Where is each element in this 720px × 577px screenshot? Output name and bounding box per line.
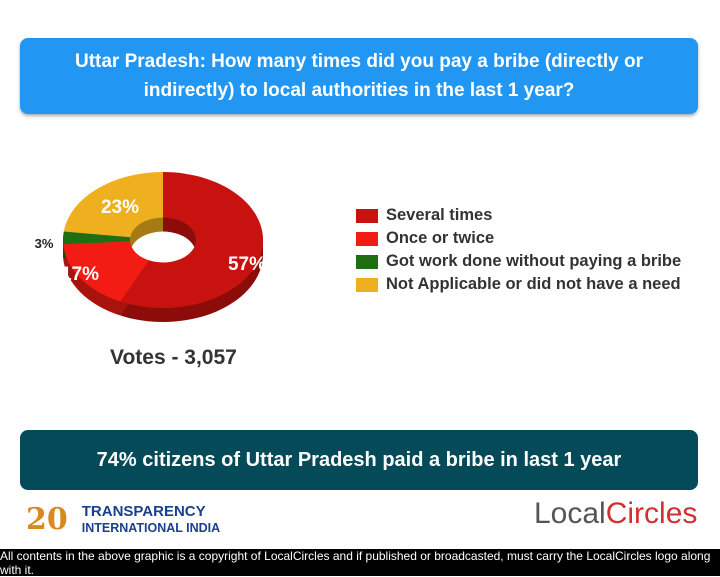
slice	[120, 172, 263, 308]
localcircles-logo: LocalCircles	[534, 497, 698, 530]
legend-item: Got work done without paying a bribe	[356, 250, 681, 273]
slice	[63, 231, 131, 245]
legend-item: Once or twice	[356, 227, 681, 250]
legend: Several times Once or twice Got work don…	[356, 204, 681, 296]
data-label: 17%	[61, 264, 99, 285]
votes-count: Votes - 3,057	[110, 346, 237, 369]
legend-swatch	[356, 231, 378, 246]
slice	[63, 172, 163, 238]
legend-swatch	[356, 208, 378, 223]
data-label: 23%	[101, 197, 139, 218]
copyright-footer: All contents in the above graphic is a c…	[0, 549, 720, 577]
donut-chart: 57% 17% 3% 23%	[35, 172, 266, 322]
data-label: 57%	[228, 254, 266, 275]
question-title: Uttar Pradesh: How many times did you pa…	[20, 38, 698, 114]
legend-swatch	[356, 277, 378, 292]
legend-swatch	[356, 254, 378, 269]
transparency-international-logo: 20 TRANSPARENCY INTERNATIONAL INDIA	[26, 502, 221, 537]
slice	[63, 241, 149, 302]
summary-banner: 74% citizens of Uttar Pradesh paid a bri…	[20, 430, 698, 490]
data-label: 3%	[35, 236, 54, 251]
legend-item: Not Applicable or did not have a need	[356, 273, 681, 296]
legend-item: Several times	[356, 204, 681, 227]
